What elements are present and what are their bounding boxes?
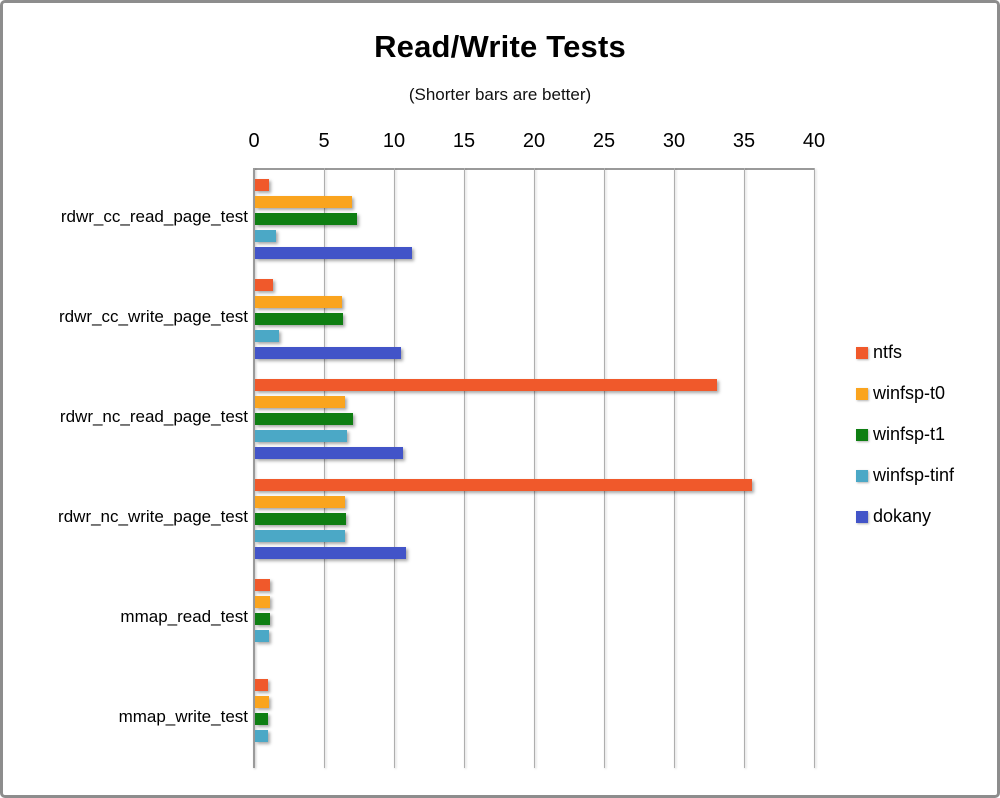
bar-winfsp-t1-rdwr_cc_read_page_test [255, 212, 358, 225]
x-tick-label-35: 35 [732, 130, 756, 152]
chart-title: Read/Write Tests [374, 29, 626, 64]
gridline-x-5 [323, 168, 325, 768]
legend-entry-ntfs: ntfs [856, 342, 902, 362]
gridline-x-15 [463, 168, 465, 768]
x-tick-label-10: 10 [382, 130, 406, 152]
category-label-mmap_write_test: mmap_write_test [118, 707, 248, 726]
legend-entry-winfsp-tinf: winfsp-tinf [856, 465, 954, 485]
bar-ntfs-rdwr_cc_read_page_test [255, 179, 269, 191]
legend-label-winfsp-tinf: winfsp-tinf [873, 465, 955, 485]
bar-winfsp-t1-mmap_read_test [255, 612, 271, 625]
bar-ntfs-mmap_read_test [255, 579, 271, 591]
legend-swatch-winfsp-t0 [856, 387, 868, 400]
gridline-x-20 [533, 168, 535, 768]
x-tick-label-5: 5 [318, 130, 330, 152]
bar-winfsp-t1-mmap_write_test [255, 712, 268, 725]
gridline-x-10 [393, 168, 395, 768]
gridline-x-25 [603, 168, 605, 768]
legend-label-winfsp-t0: winfsp-t0 [873, 383, 946, 403]
bar-winfsp-t1-rdwr_cc_write_page_test [255, 312, 344, 325]
bar-winfsp-t1-rdwr_nc_write_page_test [255, 512, 346, 525]
x-tick-label-40: 40 [802, 130, 826, 152]
x-tick-label-15: 15 [452, 130, 476, 152]
legend-swatch-dokany [856, 510, 868, 523]
legend-label-ntfs: ntfs [873, 342, 903, 362]
bar-winfsp-tinf-rdwr_cc_write_page_test [255, 329, 279, 342]
bar-dokany-rdwr_nc_read_page_test [255, 446, 404, 459]
bar-winfsp-tinf-mmap_write_test [255, 729, 268, 742]
legend-entry-winfsp-t1: winfsp-t1 [856, 424, 945, 444]
bar-winfsp-t0-mmap_write_test [255, 695, 269, 708]
bar-winfsp-t0-mmap_read_test [255, 595, 271, 608]
legend-swatch-winfsp-t1 [856, 428, 868, 441]
category-label-rdwr_cc_write_page_test: rdwr_cc_write_page_test [59, 307, 248, 326]
legend-swatch-winfsp-tinf [856, 469, 868, 482]
bar-winfsp-t0-rdwr_nc_write_page_test [255, 495, 345, 508]
bar-ntfs-mmap_write_test [255, 679, 268, 691]
category-label-rdwr_nc_write_page_test: rdwr_nc_write_page_test [58, 507, 248, 526]
bar-ntfs-rdwr_cc_write_page_test [255, 279, 274, 291]
x-tick-label-25: 25 [592, 130, 616, 152]
x-tick-label-30: 30 [662, 130, 686, 152]
bar-dokany-rdwr_nc_write_page_test [255, 546, 407, 559]
bar-dokany-rdwr_cc_write_page_test [255, 346, 401, 359]
bar-winfsp-tinf-rdwr_nc_read_page_test [255, 429, 348, 442]
bar-winfsp-tinf-rdwr_cc_read_page_test [255, 229, 276, 242]
legend-label-winfsp-t1: winfsp-t1 [873, 424, 946, 444]
legend-entry-winfsp-t0: winfsp-t0 [856, 383, 945, 403]
bar-winfsp-t0-rdwr_cc_read_page_test [255, 195, 352, 208]
x-tick-label-0: 0 [248, 130, 260, 152]
chart-subtitle: (Shorter bars are better) [408, 85, 592, 104]
category-label-rdwr_nc_read_page_test: rdwr_nc_read_page_test [59, 407, 248, 426]
legend-swatch-ntfs [856, 346, 868, 359]
bar-winfsp-tinf-mmap_read_test [255, 629, 269, 642]
legend-label-dokany: dokany [873, 506, 932, 526]
legend-entry-dokany: dokany [856, 506, 931, 526]
gridline-x-30 [673, 168, 675, 768]
bar-ntfs-rdwr_nc_write_page_test [255, 479, 752, 491]
gridline-x-0 [253, 168, 255, 768]
bar-winfsp-t0-rdwr_nc_read_page_test [255, 395, 345, 408]
bar-dokany-rdwr_cc_read_page_test [255, 246, 412, 259]
bar-winfsp-t0-rdwr_cc_write_page_test [255, 295, 342, 308]
gridline-x-40 [813, 168, 815, 768]
bar-winfsp-t1-rdwr_nc_read_page_test [255, 412, 353, 425]
bar-ntfs-rdwr_nc_read_page_test [255, 379, 717, 391]
x-tick-label-20: 20 [522, 130, 546, 152]
gridline-x-35 [743, 168, 745, 768]
category-label-rdwr_cc_read_page_test: rdwr_cc_read_page_test [60, 207, 248, 226]
category-label-mmap_read_test: mmap_read_test [120, 607, 248, 626]
bar-winfsp-tinf-rdwr_nc_write_page_test [255, 529, 345, 542]
